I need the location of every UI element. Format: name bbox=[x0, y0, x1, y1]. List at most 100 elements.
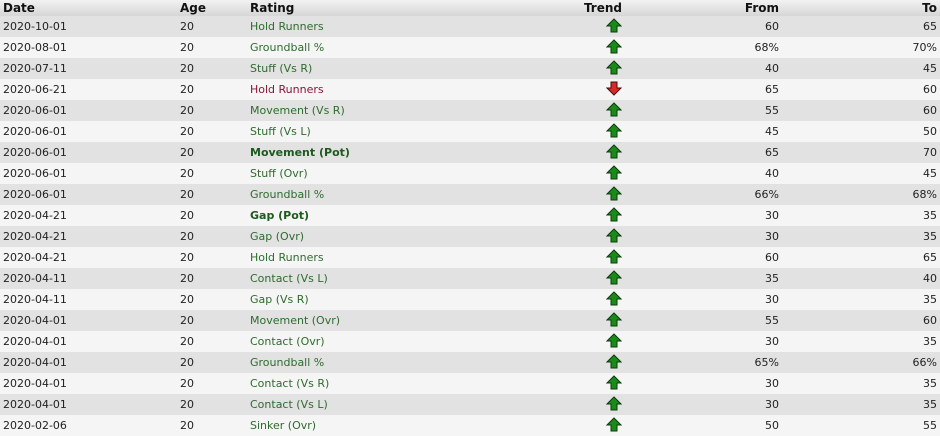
date-cell: 2020-02-06 bbox=[0, 415, 177, 436]
date-cell: 2020-06-01 bbox=[0, 100, 177, 121]
date-cell: 2020-06-21 bbox=[0, 79, 177, 100]
from-cell: 60 bbox=[636, 16, 782, 37]
header-trend[interactable]: Trend bbox=[533, 0, 636, 16]
from-cell: 45 bbox=[636, 121, 782, 142]
table-row: 2020-07-11 20 Stuff (Vs R) 40 45 bbox=[0, 58, 940, 79]
rating-cell: Contact (Vs L) bbox=[247, 268, 533, 289]
trend-cell bbox=[533, 142, 636, 163]
to-cell: 65 bbox=[782, 247, 940, 268]
date-cell: 2020-08-01 bbox=[0, 37, 177, 58]
arrow-up-icon bbox=[605, 101, 623, 120]
to-cell: 35 bbox=[782, 331, 940, 352]
age-cell: 20 bbox=[177, 289, 247, 310]
table-row: 2020-04-21 20 Gap (Pot) 30 35 bbox=[0, 205, 940, 226]
age-cell: 20 bbox=[177, 142, 247, 163]
header-from[interactable]: From bbox=[636, 0, 782, 16]
arrow-up-icon bbox=[605, 290, 623, 309]
trend-cell bbox=[533, 205, 636, 226]
table-row: 2020-06-01 20 Stuff (Vs L) 45 50 bbox=[0, 121, 940, 142]
trend-cell bbox=[533, 100, 636, 121]
date-cell: 2020-04-01 bbox=[0, 331, 177, 352]
table-row: 2020-04-01 20 Contact (Ovr) 30 35 bbox=[0, 331, 940, 352]
trend-cell bbox=[533, 37, 636, 58]
rating-cell: Hold Runners bbox=[247, 16, 533, 37]
to-cell: 55 bbox=[782, 415, 940, 436]
from-cell: 30 bbox=[636, 289, 782, 310]
to-cell: 70 bbox=[782, 142, 940, 163]
date-cell: 2020-07-11 bbox=[0, 58, 177, 79]
date-cell: 2020-04-01 bbox=[0, 352, 177, 373]
arrow-up-icon bbox=[605, 395, 623, 414]
date-cell: 2020-04-21 bbox=[0, 226, 177, 247]
from-cell: 30 bbox=[636, 331, 782, 352]
rating-cell: Contact (Vs R) bbox=[247, 373, 533, 394]
trend-cell bbox=[533, 373, 636, 394]
date-cell: 2020-06-01 bbox=[0, 163, 177, 184]
trend-cell bbox=[533, 310, 636, 331]
arrow-up-icon bbox=[605, 59, 623, 78]
from-cell: 65 bbox=[636, 142, 782, 163]
table-row: 2020-06-21 20 Hold Runners 65 60 bbox=[0, 79, 940, 100]
header-to[interactable]: To bbox=[782, 0, 940, 16]
arrow-up-icon bbox=[605, 185, 623, 204]
date-cell: 2020-10-01 bbox=[0, 16, 177, 37]
trend-cell bbox=[533, 58, 636, 79]
trend-cell bbox=[533, 289, 636, 310]
rating-cell: Stuff (Vs L) bbox=[247, 121, 533, 142]
age-cell: 20 bbox=[177, 58, 247, 79]
arrow-up-icon bbox=[605, 143, 623, 162]
rating-cell: Groundball % bbox=[247, 352, 533, 373]
age-cell: 20 bbox=[177, 268, 247, 289]
table-row: 2020-04-01 20 Contact (Vs L) 30 35 bbox=[0, 394, 940, 415]
arrow-down-icon bbox=[605, 81, 623, 99]
from-cell: 66% bbox=[636, 184, 782, 205]
header-date[interactable]: Date bbox=[0, 0, 177, 16]
to-cell: 60 bbox=[782, 310, 940, 331]
from-cell: 40 bbox=[636, 163, 782, 184]
age-cell: 20 bbox=[177, 184, 247, 205]
from-cell: 50 bbox=[636, 415, 782, 436]
to-cell: 35 bbox=[782, 373, 940, 394]
from-cell: 30 bbox=[636, 373, 782, 394]
age-cell: 20 bbox=[177, 247, 247, 268]
arrow-up-icon bbox=[605, 38, 623, 57]
from-cell: 68% bbox=[636, 37, 782, 58]
age-cell: 20 bbox=[177, 16, 247, 37]
date-cell: 2020-04-01 bbox=[0, 394, 177, 415]
table-row: 2020-04-01 20 Contact (Vs R) 30 35 bbox=[0, 373, 940, 394]
to-cell: 35 bbox=[782, 205, 940, 226]
arrow-up-icon bbox=[605, 248, 623, 267]
arrow-up-icon bbox=[605, 17, 623, 36]
from-cell: 35 bbox=[636, 268, 782, 289]
rating-cell: Groundball % bbox=[247, 184, 533, 205]
to-cell: 68% bbox=[782, 184, 940, 205]
trend-cell bbox=[533, 415, 636, 436]
trend-cell bbox=[533, 163, 636, 184]
arrow-up-icon bbox=[605, 416, 623, 435]
age-cell: 20 bbox=[177, 100, 247, 121]
age-cell: 20 bbox=[177, 37, 247, 58]
header-age[interactable]: Age bbox=[177, 0, 247, 16]
age-cell: 20 bbox=[177, 205, 247, 226]
rating-cell: Movement (Ovr) bbox=[247, 310, 533, 331]
age-cell: 20 bbox=[177, 310, 247, 331]
rating-cell: Hold Runners bbox=[247, 79, 533, 100]
arrow-up-icon bbox=[605, 164, 623, 183]
rating-cell: Contact (Ovr) bbox=[247, 331, 533, 352]
trend-cell bbox=[533, 79, 636, 100]
trend-cell bbox=[533, 268, 636, 289]
rating-cell: Sinker (Ovr) bbox=[247, 415, 533, 436]
date-cell: 2020-04-11 bbox=[0, 289, 177, 310]
from-cell: 30 bbox=[636, 394, 782, 415]
from-cell: 55 bbox=[636, 310, 782, 331]
to-cell: 35 bbox=[782, 226, 940, 247]
trend-cell bbox=[533, 394, 636, 415]
age-cell: 20 bbox=[177, 331, 247, 352]
arrow-up-icon bbox=[605, 374, 623, 393]
header-rating[interactable]: Rating bbox=[247, 0, 533, 16]
rating-cell: Stuff (Vs R) bbox=[247, 58, 533, 79]
arrow-up-icon bbox=[605, 353, 623, 372]
rating-cell: Gap (Vs R) bbox=[247, 289, 533, 310]
table-row: 2020-04-01 20 Groundball % 65% 66% bbox=[0, 352, 940, 373]
